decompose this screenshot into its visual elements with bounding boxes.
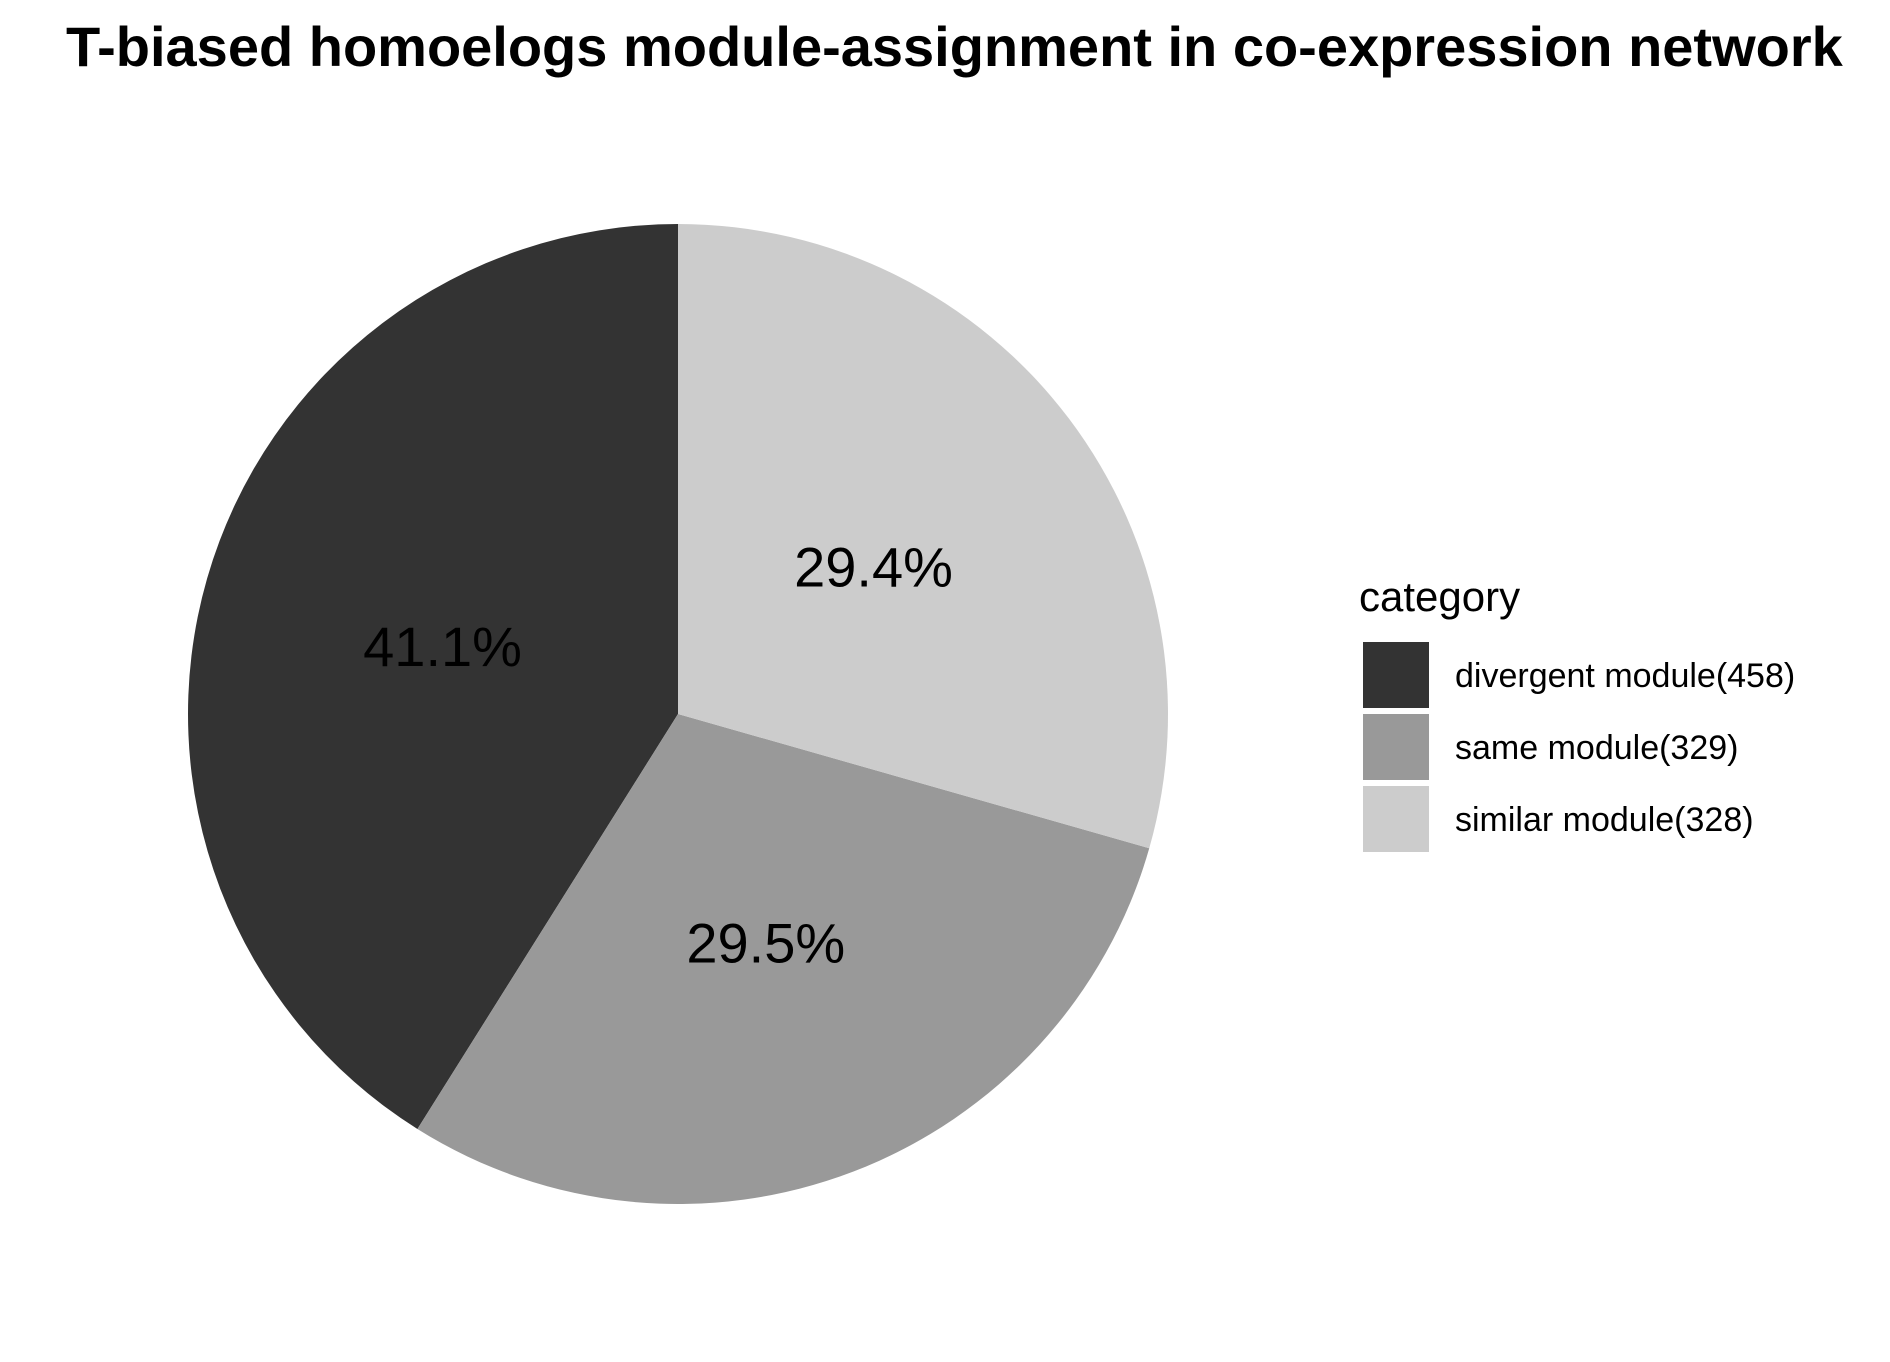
legend-key-divergent-module	[1363, 642, 1429, 708]
legend-title: category	[1359, 573, 1520, 620]
pie-percent-labels: 41.1% 29.5% 29.4%	[363, 535, 953, 974]
pie-slice-divergent-module	[188, 224, 678, 1129]
legend-key-same-module	[1363, 714, 1429, 780]
pie-slice-similar-module	[678, 224, 1168, 849]
slice-percent-label: 41.1%	[363, 615, 522, 678]
legend-items: divergent module(458) same module(329) sim…	[1363, 642, 1795, 852]
chart-title: T-biased homoelogs module-assignment in …	[66, 15, 1843, 78]
legend-key-similar-module	[1363, 786, 1429, 852]
pie-slice-same-module	[417, 714, 1150, 1204]
slice-percent-label: 29.4%	[794, 535, 953, 598]
legend: category divergent module(458) same modul…	[1359, 573, 1795, 852]
slice-percent-label: 29.5%	[686, 912, 845, 975]
legend-label: similar module(328)	[1455, 801, 1754, 839]
legend-label: same module(329)	[1455, 729, 1738, 767]
pie-slices	[188, 224, 1168, 1204]
legend-label: divergent module(458)	[1455, 657, 1795, 695]
